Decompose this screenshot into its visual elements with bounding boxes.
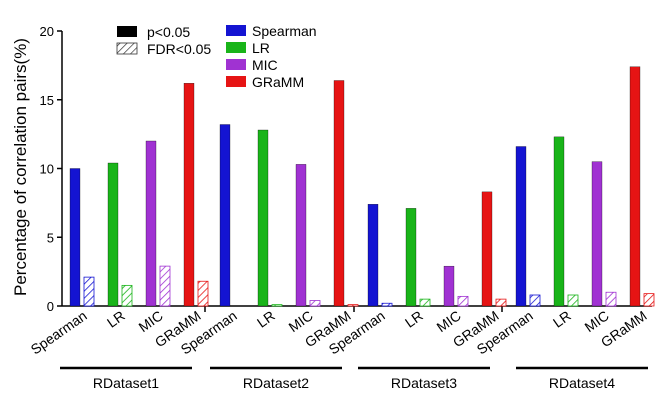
bar-fdr-rdataset3-lr xyxy=(419,298,431,307)
bar-fdr-rdataset4-lr xyxy=(567,294,579,307)
group-label: RDataset4 xyxy=(549,375,615,391)
bar-pvalue-rdataset3-spearman xyxy=(367,204,379,307)
legend-label: GRaMM xyxy=(252,74,304,90)
bar-pvalue-rdataset4-mic xyxy=(591,161,603,307)
bar-fdr-rdataset1-mic xyxy=(159,265,171,307)
bar-pvalue-rdataset2-lr xyxy=(257,129,269,307)
bar-pvalue-rdataset2-gramm xyxy=(333,80,345,307)
bar-pvalue-rdataset3-lr xyxy=(405,208,417,307)
bar-pvalue-rdataset1-gramm xyxy=(183,83,195,307)
bar-pvalue-rdataset4-gramm xyxy=(629,66,641,307)
y-axis-label: Percentage of correlation pairs(%) xyxy=(11,38,30,296)
bar-pvalue-rdataset4-spearman xyxy=(515,146,527,307)
legend-label: LR xyxy=(252,40,270,56)
legend-label: MIC xyxy=(252,57,278,73)
x-tick-label: Spearman xyxy=(28,307,90,357)
x-tick-label: LR xyxy=(254,307,278,330)
bar-pvalue-rdataset1-mic xyxy=(145,140,157,307)
y-tick-label: 20 xyxy=(40,24,54,39)
bar-fdr-rdataset4-mic xyxy=(605,291,617,307)
bar-fdr-rdataset1-spearman xyxy=(83,276,95,307)
legend-swatch-spearman xyxy=(226,25,246,36)
bar-fdr-rdataset2-gramm xyxy=(347,304,359,307)
x-tick-label: LR xyxy=(402,307,426,330)
bar-pvalue-rdataset1-lr xyxy=(107,162,119,307)
bar-fdr-rdataset4-spearman xyxy=(529,294,541,307)
bar-fdr-rdataset2-mic xyxy=(309,300,321,307)
legend-swatch-lr xyxy=(226,42,246,53)
legend-label: FDR<0.05 xyxy=(147,41,211,57)
bar-pvalue-rdataset4-lr xyxy=(553,136,565,307)
legend-swatch-gramm xyxy=(226,76,246,87)
y-tick-label: 5 xyxy=(47,230,54,245)
legend-swatch-hatched xyxy=(116,42,138,55)
bars xyxy=(69,66,655,307)
bar-pvalue-rdataset3-gramm xyxy=(481,191,493,307)
group-label: RDataset3 xyxy=(391,375,457,391)
bar-pvalue-rdataset1-spearman xyxy=(69,168,81,307)
legend-label: Spearman xyxy=(252,23,317,39)
bar-fdr-rdataset1-gramm xyxy=(197,280,209,307)
legend-swatch-mic xyxy=(226,59,246,70)
group-label: RDataset2 xyxy=(243,375,309,391)
bar-pvalue-rdataset2-spearman xyxy=(219,124,231,307)
bar-fdr-rdataset1-lr xyxy=(121,284,133,307)
legend-label: p<0.05 xyxy=(147,24,190,40)
bar-fdr-rdataset2-lr xyxy=(271,304,283,307)
x-tick-label: LR xyxy=(550,307,574,330)
y-tick-label: 10 xyxy=(40,162,54,177)
bar-fdr-rdataset4-gramm xyxy=(643,293,655,307)
bar-fdr-rdataset3-gramm xyxy=(495,298,507,307)
y-tick-label: 0 xyxy=(47,299,54,314)
group-label: RDataset1 xyxy=(93,375,159,391)
bar-fdr-rdataset3-mic xyxy=(457,295,469,307)
x-tick-label: LR xyxy=(104,307,128,330)
legend-swatch-solid xyxy=(117,26,137,37)
y-tick-label: 15 xyxy=(40,93,54,108)
bar-fdr-rdataset3-spearman xyxy=(381,302,393,307)
group-labels: RDataset1 RDataset2 RDataset3 RDataset4 xyxy=(60,366,648,391)
bar-pvalue-rdataset3-mic xyxy=(443,265,455,307)
bar-pvalue-rdataset2-mic xyxy=(295,164,307,307)
